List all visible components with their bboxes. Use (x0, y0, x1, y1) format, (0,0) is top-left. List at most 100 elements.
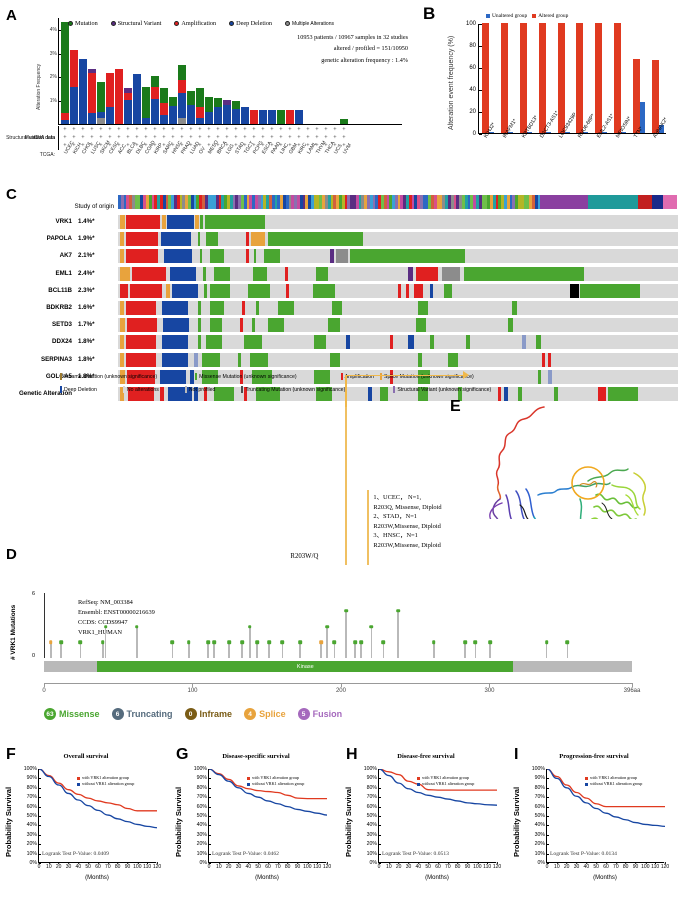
panel-c-study-segment (246, 195, 250, 209)
panel-c-alteration-mark (316, 387, 332, 401)
survival-y-tick: 90% (196, 775, 212, 782)
survival-panel-i: I Progression-free survival Probability Su… (508, 745, 680, 899)
panel-c-study-segment (193, 195, 197, 209)
panel-c-study-segment (406, 195, 409, 209)
panel-c-gene-percent: 1.9%* (78, 235, 95, 243)
panel-c-alteration-track (118, 318, 678, 333)
panel-c-study-segment (338, 195, 342, 209)
panel-c-study-segment (649, 195, 653, 209)
panel-d-legend-count: 4 (244, 708, 257, 720)
panel-c-alteration-mark (194, 387, 198, 401)
panel-a-availability-cell: + (126, 135, 130, 141)
survival-legend-item: with VRK1 alteration group (247, 775, 304, 781)
panel-a-availability-cell: + (342, 135, 346, 141)
panel-c-alteration-mark (268, 232, 363, 247)
panel-a-availability-cell: + (90, 143, 94, 149)
panel-c-alteration-mark (238, 352, 241, 367)
panel-a-bar-segment (61, 21, 69, 114)
protein-ribbon-segment (611, 484, 641, 510)
panel-c-alteration-mark (398, 283, 401, 298)
survival-x-tick: 90 (294, 862, 301, 870)
survival-y-tick: 20% (26, 841, 42, 848)
panel-c-alteration-mark (418, 301, 428, 315)
panel-a-bar-segment (79, 58, 87, 124)
survival-pvalue: Logrank Test P-Value: 0.0513 (382, 851, 449, 857)
panel-a-availability-cell: + (234, 135, 238, 141)
panel-d-lollipop-head (473, 640, 478, 645)
survival-y-tick: 50% (196, 813, 212, 819)
panel-c-study-segment (232, 195, 236, 209)
panel-c-alteration-mark (598, 387, 606, 401)
panel-c-alteration-mark (126, 249, 158, 264)
survival-x-tick: 0 (207, 862, 211, 870)
panel-c-study-segment (671, 195, 675, 209)
panel-c-gene-label: DDX24 (52, 338, 72, 346)
panel-c-legend-swatch (241, 386, 244, 393)
survival-y-tick: 20% (196, 841, 212, 848)
panel-c-study-segment (531, 195, 535, 209)
panel-a-availability-cell: + (108, 143, 112, 149)
panel-c-alteration-mark (330, 249, 334, 264)
panel-a-availability-cell: + (135, 143, 139, 149)
panel-a-y-tick: 2% (49, 74, 62, 81)
panel-a-availability-cell: + (252, 135, 256, 141)
panel-d-lollipop-head (432, 640, 436, 645)
panel-c-alteration-mark (127, 318, 157, 333)
panel-a-availability-cell: + (252, 127, 256, 133)
survival-legend: with VRK1 alteration group without VRK1 a… (417, 775, 474, 788)
panel-a-bar-segment (178, 80, 186, 94)
survival-legend-item: with VRK1 alteration group (77, 775, 134, 781)
panel-a-bar-segment (70, 87, 78, 124)
panel-c-legend-swatch (393, 386, 396, 393)
survival-x-tick: 30 (405, 862, 412, 870)
panel-c-alteration-mark (210, 318, 222, 333)
panel-c-study-segment (207, 195, 211, 209)
panel-c-study-segment (260, 195, 264, 209)
panel-c-alteration-mark (504, 387, 508, 401)
panel-c-legend-swatch (195, 373, 198, 380)
panel-d-lollipop (381, 640, 386, 658)
panel-c-study-segment (652, 195, 655, 209)
panel-d-lollipop (369, 624, 374, 658)
survival-y-tick: 30% (26, 831, 42, 838)
survival-y-tick: 90% (534, 775, 550, 782)
panel-c-study-segment (420, 195, 423, 209)
survival-y-tick: 70% (366, 794, 382, 801)
panel-a-legend-item: Deep Deletion (229, 20, 272, 27)
survival-x-tick: 40 (415, 862, 422, 870)
panel-a-stats: 10953 patients / 10967 samples in 32 stu… (297, 32, 408, 66)
panel-c-study-segment (344, 195, 348, 209)
panel-d-lollipop-head (240, 640, 245, 645)
panel-c-study-segment (185, 195, 188, 209)
panel-c-study-segment (235, 195, 239, 209)
panel-c-alteration-mark (120, 266, 130, 281)
panel-c-study-segment (576, 195, 580, 209)
panel-b-bar-altered (501, 23, 509, 133)
panel-d-lollipop (100, 640, 105, 658)
protein-ribbon-segment (579, 498, 583, 519)
panel-a-legend-label: Mutation (75, 20, 98, 27)
survival-legend-swatch (585, 782, 588, 786)
panel-a-bar-segment (61, 120, 69, 124)
panel-a-bar (124, 88, 132, 124)
survival-x-tick: 80 (454, 862, 461, 870)
panel-c-study-segment (445, 195, 449, 209)
panel-a-availability-cell: + (315, 143, 319, 149)
survival-x-tick: 90 (632, 862, 639, 870)
panel-a-availability-cell: + (261, 135, 265, 141)
panel-a-legend-item: Structural Variant (110, 20, 161, 27)
panel-c: C Study of origin VRK1 1.4%* PAPOLA 1.9%* AK… (0, 185, 688, 401)
panel-d-lollipop-head (48, 640, 53, 645)
panel-d-y-axis-title: # VRK1 Mutations (10, 604, 17, 660)
panel-c-study-segment (148, 195, 152, 209)
panel-a-bar-segment (124, 100, 132, 124)
panel-c-alteration-mark (162, 352, 188, 367)
panel-a-legend-label: Multiple Alterations (292, 20, 334, 27)
panel-a: A Alteration Frequency 4% 3% 2% 1% Mutation… (0, 0, 420, 185)
panel-a-legend-label: Amplification (181, 20, 217, 27)
survival-curve-line (379, 769, 497, 791)
panel-a-bar-segment (133, 74, 141, 124)
survival-legend-swatch (247, 782, 250, 786)
panel-b-legend: Unaltered group Altered group (486, 13, 568, 19)
panel-c-study-segment (176, 195, 180, 209)
